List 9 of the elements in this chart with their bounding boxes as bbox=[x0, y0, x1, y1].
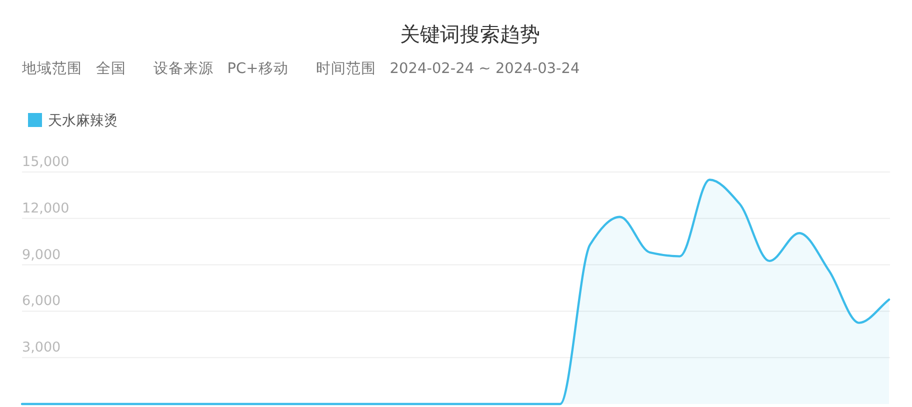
subtitle: 地域范围 全国 设备来源 PC+移动 时间范围 2024-02-24 ~ 2024-03-24 bbox=[22, 61, 580, 77]
y-tick-label: 12,000 bbox=[22, 200, 70, 216]
y-tick-label: 15,000 bbox=[22, 154, 70, 170]
title: 关键词搜索趋势 bbox=[400, 22, 540, 46]
y-tick-label: 3,000 bbox=[22, 340, 61, 356]
legend-label: 天水麻辣烫 bbox=[48, 113, 118, 129]
legend: 天水麻辣烫 bbox=[28, 113, 118, 129]
y-tick-label: 6,000 bbox=[22, 293, 61, 310]
y-tick-label: 9,000 bbox=[22, 246, 61, 263]
